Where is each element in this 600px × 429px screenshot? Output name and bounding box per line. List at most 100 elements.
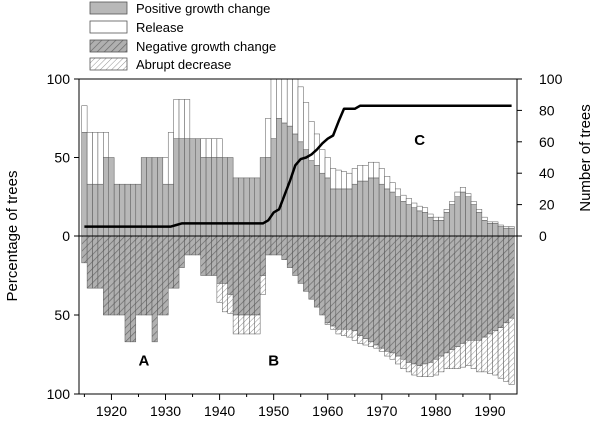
bar-release-1974 <box>400 194 407 202</box>
ticks-layer: 100 50 0 50 100 0 20 40 60 80 100 1920 1930 1940 1950 1… <box>47 71 563 419</box>
bar-negative-1919 <box>103 235 109 316</box>
bar-positive-1922 <box>119 183 126 237</box>
bar-positive-1936 <box>195 138 201 237</box>
bar-release-1980 <box>432 216 439 221</box>
bar-release-1977 <box>416 205 423 212</box>
bar-negative-1959 <box>319 235 326 316</box>
bar-release-1938 <box>205 138 212 158</box>
bar-positive-1974 <box>400 201 407 237</box>
legend-entry-positive: Positive growth change <box>89 1 270 16</box>
bar-positive-1989 <box>481 220 488 237</box>
bar-release-1931 <box>167 132 174 185</box>
legend-entry-negative: Negative growth change <box>89 39 276 54</box>
bar-positive-1961 <box>330 188 337 237</box>
bar-release-1986 <box>465 193 472 198</box>
zone-label-a: A <box>138 353 149 370</box>
bar-negative-1947 <box>254 235 261 316</box>
bar-positive-1967 <box>362 180 369 237</box>
bar-positive-1915 <box>81 132 88 237</box>
bar-negative-1984 <box>454 235 461 347</box>
bar-positive-1950 <box>270 138 277 237</box>
right-tick-label-0: 0 <box>539 228 547 244</box>
bar-negative-1967 <box>362 235 369 339</box>
zone-label-c: C <box>414 132 425 149</box>
legend: Positive growth change Release Negative … <box>89 1 276 72</box>
bar-positive-1986 <box>465 196 472 237</box>
bar-positive-1958 <box>313 165 320 237</box>
legend-swatch-negative <box>89 39 128 53</box>
left-axis-title: Percentage of trees <box>4 171 21 302</box>
bar-positive-1949 <box>265 157 272 237</box>
bar-release-1975 <box>405 198 412 205</box>
bar-positive-1916 <box>86 183 93 237</box>
bar-release-1953 <box>286 78 293 127</box>
bar-negative-1994 <box>508 235 515 319</box>
line-layer <box>84 104 512 228</box>
bar-release-1976 <box>411 202 418 208</box>
bar-abrupt-1976 <box>411 363 418 376</box>
bar-positive-1963 <box>341 188 347 237</box>
bar-positive-1930 <box>162 183 169 237</box>
bar-negative-1954 <box>292 235 299 276</box>
right-axis-title: Number of trees <box>577 104 594 212</box>
bar-negative-1928 <box>151 235 158 343</box>
bar-negative-1922 <box>119 235 126 316</box>
bar-release-1969 <box>373 161 380 179</box>
bar-positive-1968 <box>368 177 374 237</box>
bar-release-1963 <box>341 171 347 190</box>
left-tick-label-1: 50 <box>54 150 70 166</box>
bar-positive-1955 <box>297 141 304 237</box>
bar-positive-1956 <box>303 149 310 237</box>
bar-positive-1978 <box>422 212 429 237</box>
bar-positive-1918 <box>97 183 104 237</box>
bar-release-1991 <box>492 221 499 224</box>
bar-negative-1936 <box>195 235 201 256</box>
bar-abrupt-1966 <box>357 335 364 344</box>
bar-positive-1980 <box>432 220 439 237</box>
bar-negative-1975 <box>405 235 412 363</box>
bar-release-1918 <box>97 132 104 185</box>
zones-layer: A B C <box>138 132 425 370</box>
bar-release-1932 <box>173 99 180 139</box>
bar-positive-1917 <box>92 183 99 237</box>
bar-release-1968 <box>368 161 374 179</box>
bar-negative-1963 <box>341 235 347 330</box>
bar-abrupt-1979 <box>427 362 434 377</box>
right-tick-label-2: 40 <box>539 165 555 181</box>
legend-swatch-positive <box>89 1 128 15</box>
bar-negative-1960 <box>324 235 331 324</box>
bar-negative-1934 <box>184 235 191 256</box>
right-tick-label-5: 100 <box>539 71 563 87</box>
bar-negative-1918 <box>97 235 104 289</box>
bar-positive-1993 <box>503 227 510 237</box>
bar-positive-1945 <box>243 177 250 237</box>
bar-release-1961 <box>330 168 337 190</box>
bar-positive-1928 <box>151 157 158 237</box>
legend-label-release: Release <box>136 20 184 35</box>
bar-negative-1952 <box>281 235 288 260</box>
bar-release-1949 <box>265 118 272 158</box>
bar-abrupt-1980 <box>432 358 439 376</box>
bar-abrupt-1984 <box>454 346 461 369</box>
bar-abrupt-1985 <box>459 343 466 368</box>
bar-positive-1924 <box>130 183 137 237</box>
bar-negative-1938 <box>205 235 212 276</box>
bar-positive-1972 <box>389 191 396 237</box>
bar-negative-1986 <box>465 235 472 341</box>
bar-release-1916 <box>86 132 93 185</box>
bar-negative-1979 <box>427 235 434 363</box>
bar-abrupt-1942 <box>227 294 234 314</box>
bar-positive-1960 <box>324 177 331 237</box>
bar-negative-1971 <box>384 235 391 352</box>
bar-negative-1961 <box>330 235 337 327</box>
bar-negative-1953 <box>286 235 293 268</box>
bar-release-1971 <box>384 176 391 190</box>
bar-release-1960 <box>324 157 331 179</box>
bar-negative-1955 <box>297 235 304 284</box>
bar-negative-1987 <box>470 235 477 341</box>
bar-positive-1920 <box>108 157 115 237</box>
bar-negative-1921 <box>113 235 120 316</box>
x-tick-label-1970: 1970 <box>366 403 397 419</box>
bar-positive-1952 <box>281 122 288 237</box>
left-tick-label-0: 100 <box>47 71 71 87</box>
